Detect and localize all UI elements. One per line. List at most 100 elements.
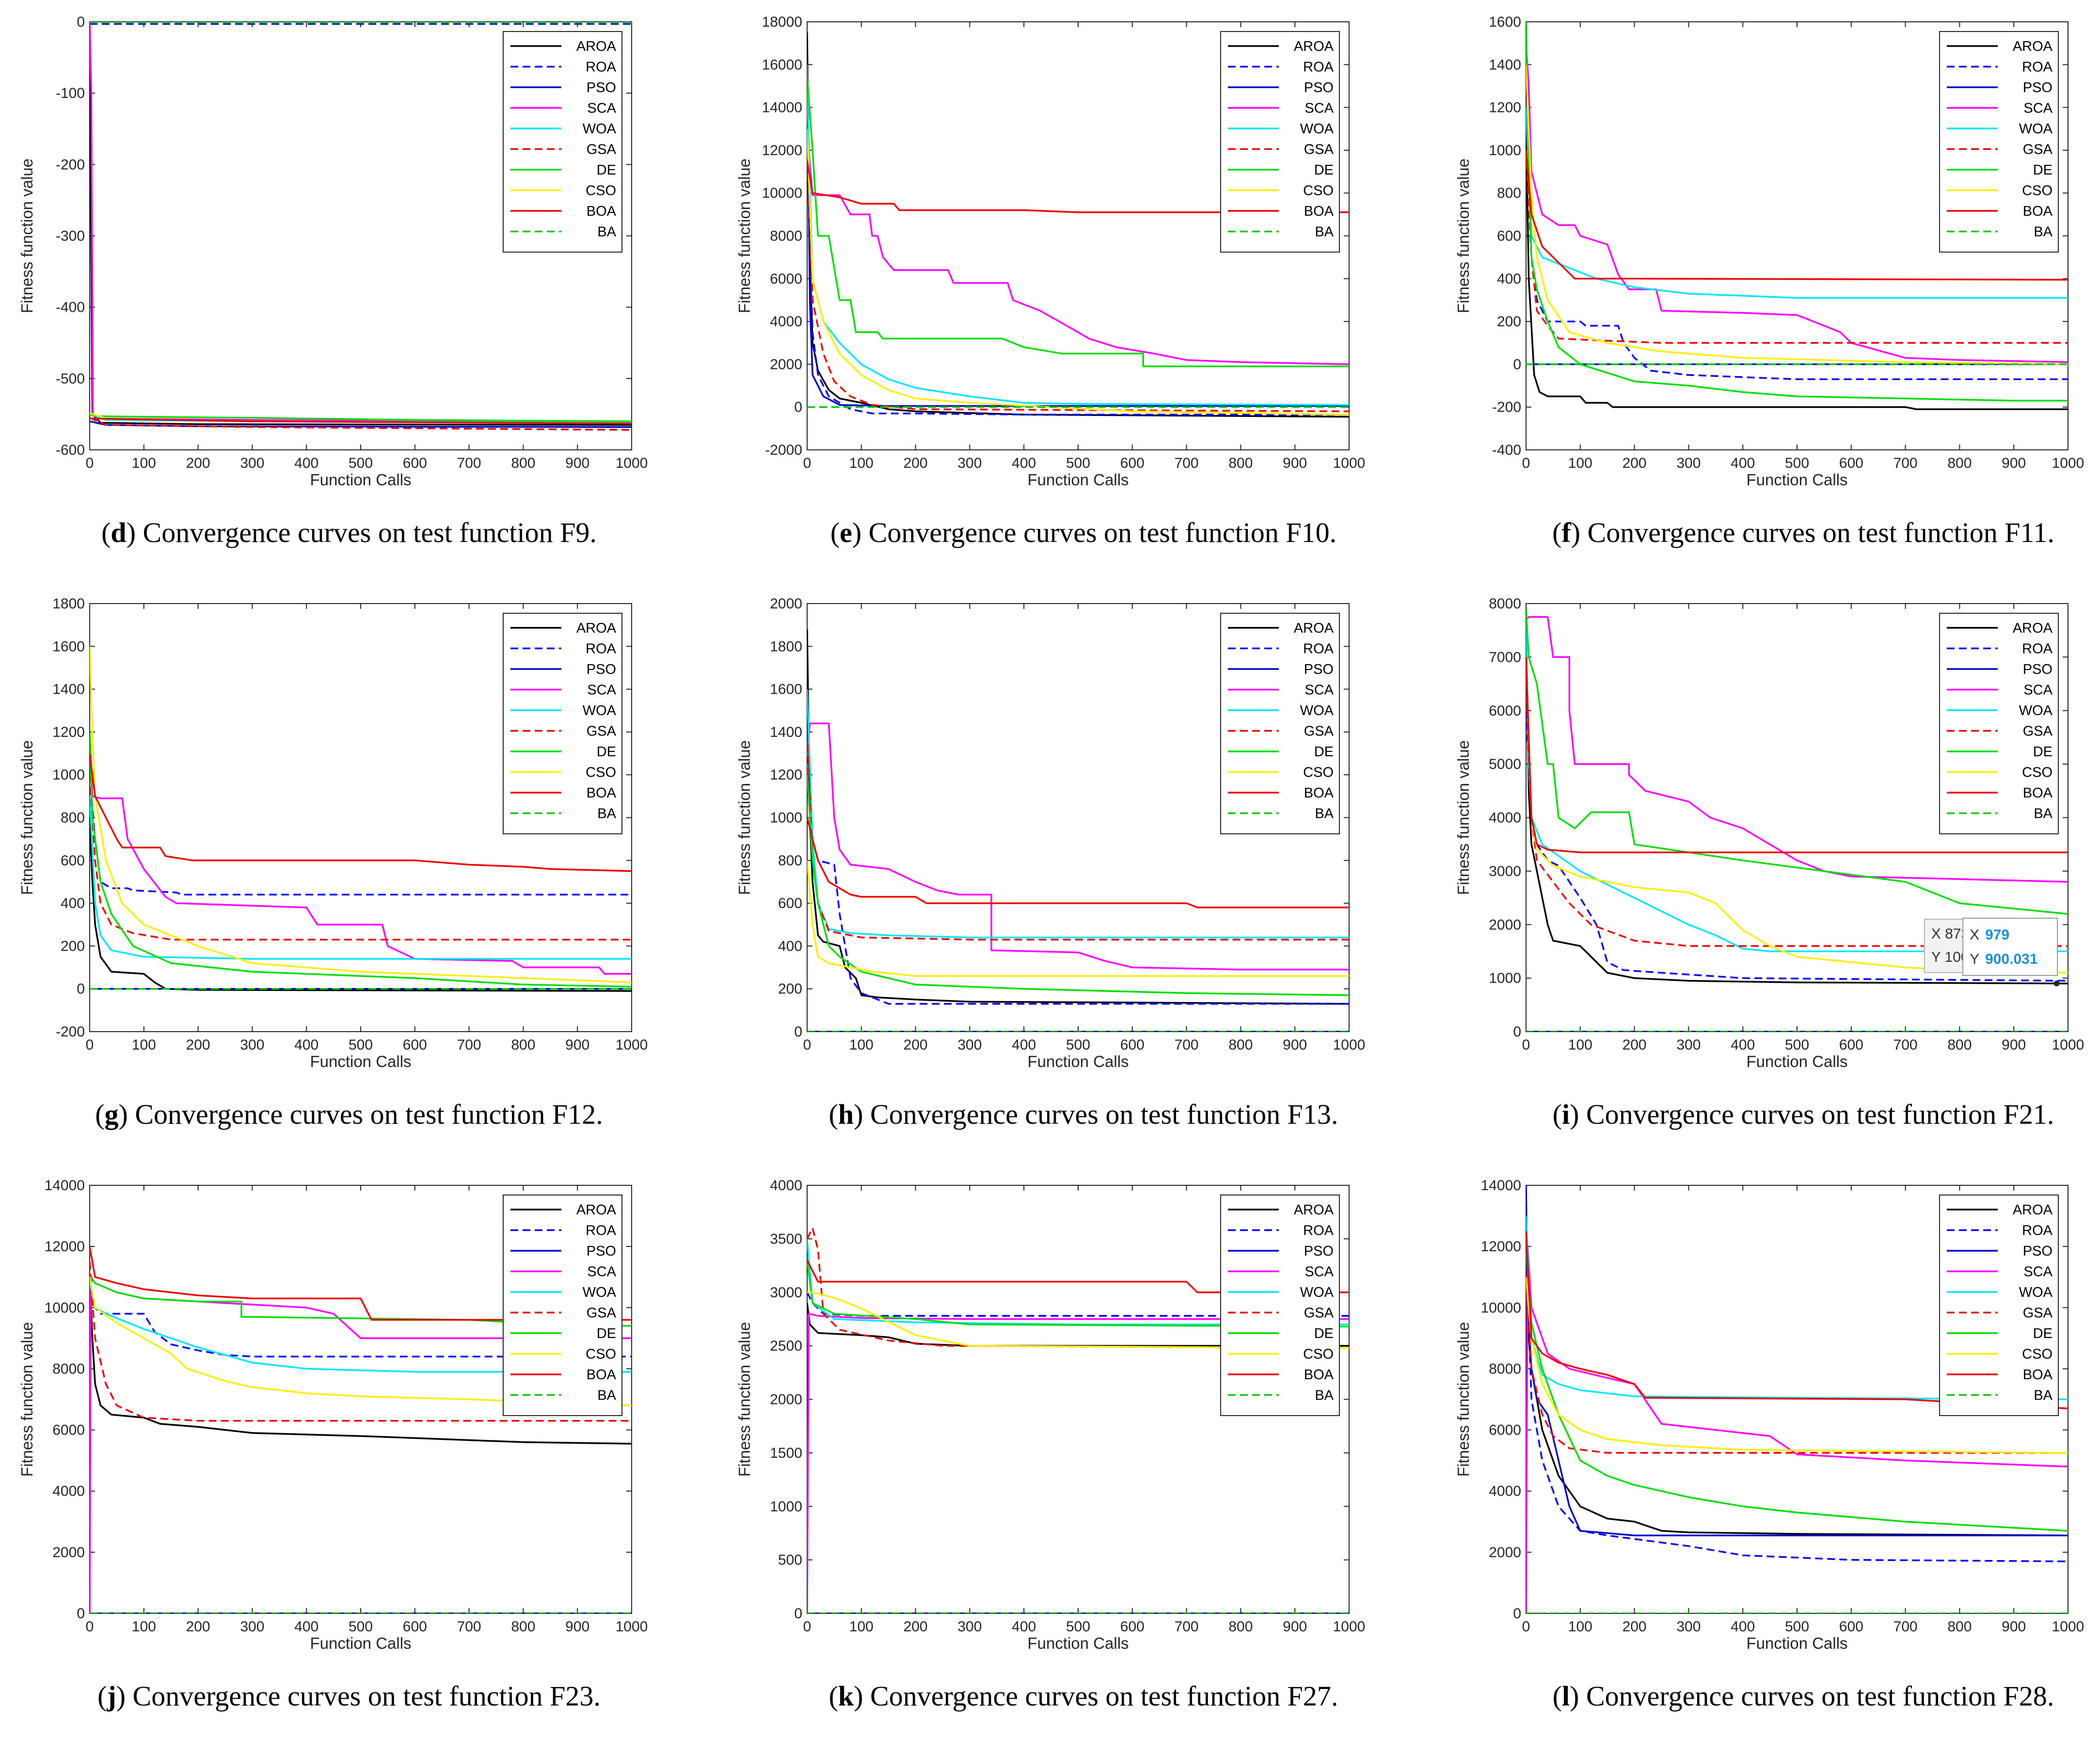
- series-line-sca: [1526, 43, 2068, 363]
- x-tick-label: 800: [511, 1037, 535, 1053]
- x-tick-label: 700: [1893, 455, 1918, 471]
- legend: AROA ROA PSO SCA WOA GSA DE CSO BOA BA: [503, 613, 622, 834]
- series-line-gsa: [90, 775, 632, 940]
- legend-label: BOA: [1304, 204, 1334, 219]
- series-line-roa: [1526, 710, 2068, 982]
- legend: AROA ROA PSO SCA WOA GSA DE CSO BOA BA: [1220, 1195, 1340, 1416]
- y-tick-label: 800: [778, 853, 802, 869]
- x-tick-label: 300: [957, 455, 982, 471]
- series-line-aroa: [1526, 128, 2068, 410]
- series-line-gsa: [807, 150, 1349, 413]
- x-tick-label: 900: [1283, 1619, 1307, 1635]
- legend-label: ROA: [2022, 60, 2053, 75]
- series-line-boa: [1526, 1231, 2068, 1410]
- y-tick-label: 10000: [1481, 1300, 1521, 1316]
- x-tick-label: 500: [1785, 1619, 1809, 1635]
- caption-k: (k) Convergence curves on test function …: [829, 1680, 1338, 1712]
- legend: AROA ROA PSO SCA WOA GSA DE CSO BOA BA: [1220, 31, 1340, 253]
- y-tick-label: 0: [77, 1606, 85, 1622]
- y-tick-label: 400: [778, 938, 802, 954]
- legend-box: [1220, 1195, 1340, 1416]
- legend-label: CSO: [1303, 765, 1334, 781]
- y-tick-label: 1600: [770, 682, 802, 698]
- x-tick-label: 500: [1785, 1037, 1809, 1053]
- legend-label: AROA: [1294, 39, 1334, 54]
- series-line-boa: [90, 1246, 632, 1321]
- series-line-de: [807, 75, 1349, 367]
- y-tick-label: 3500: [770, 1231, 802, 1247]
- legend-label: SCA: [1305, 101, 1334, 116]
- x-tick-label: 700: [1175, 455, 1199, 471]
- x-axis-label: Function Calls: [1746, 471, 1847, 489]
- y-tick-label: -500: [56, 371, 85, 387]
- y-tick-label: 2000: [770, 596, 802, 612]
- legend-label: WOA: [2019, 703, 2053, 718]
- legend-label: ROA: [1303, 60, 1334, 75]
- y-tick-label: 12000: [762, 143, 802, 159]
- x-axis-label: Function Calls: [310, 471, 411, 489]
- x-axis-label: Function Calls: [1027, 1052, 1129, 1070]
- x-tick-label: 1000: [616, 455, 648, 471]
- legend-label: SCA: [2023, 683, 2052, 698]
- x-tick-label: 0: [803, 1037, 811, 1053]
- x-tick-label: 900: [565, 1037, 589, 1053]
- legend-label: PSO: [2023, 1243, 2052, 1259]
- legend: AROA ROA PSO SCA WOA GSA DE CSO BOA BA: [1939, 1195, 2059, 1416]
- datatip-marker[interactable]: [2053, 980, 2060, 987]
- series-line-roa: [1526, 1246, 2068, 1562]
- caption-text: Convergence curves on test function F11.: [1580, 517, 2054, 548]
- x-tick-label: 1000: [2052, 1619, 2084, 1635]
- y-tick-label: 1200: [52, 724, 85, 740]
- legend-label: BOA: [587, 785, 617, 801]
- y-tick-label: -300: [56, 228, 85, 244]
- y-tick-label: 0: [1513, 1024, 1521, 1040]
- legend-label: ROA: [2022, 1223, 2053, 1239]
- series-line-aroa: [1526, 1307, 2068, 1536]
- legend-label: GSA: [587, 1306, 617, 1321]
- datatip-front[interactable]: [1962, 918, 2058, 976]
- x-tick-label: 100: [1568, 1619, 1592, 1635]
- y-tick-label: 4000: [770, 314, 802, 330]
- legend-label: GSA: [587, 724, 617, 739]
- legend-label: SCA: [587, 1264, 616, 1280]
- x-tick-label: 0: [86, 1037, 94, 1053]
- x-tick-label: 600: [1839, 1037, 1863, 1053]
- y-tick-label: 6000: [1489, 1422, 1521, 1438]
- x-tick-label: 400: [294, 455, 318, 471]
- x-tick-label: 200: [186, 1037, 210, 1053]
- caption-d: (d) Convergence curves on test function …: [101, 517, 597, 548]
- x-tick-label: 100: [849, 1619, 874, 1635]
- x-tick-label: 800: [1947, 455, 1972, 471]
- legend-label: CSO: [586, 183, 616, 199]
- y-tick-label: 4000: [52, 1483, 85, 1499]
- series-line-sca: [807, 1313, 1349, 1613]
- legend-box: [1220, 613, 1340, 834]
- y-tick-label: 8000: [1489, 1361, 1521, 1377]
- y-tick-label: 1000: [52, 767, 85, 783]
- caption-text: Convergence curves on test function F13.: [863, 1099, 1338, 1130]
- legend-label: BA: [2034, 224, 2052, 240]
- y-tick-label: -100: [56, 85, 85, 101]
- series-line-cso: [807, 1291, 1349, 1349]
- series-line-sca: [90, 732, 632, 975]
- y-tick-label: -200: [56, 1024, 85, 1040]
- legend-label: WOA: [583, 1285, 617, 1300]
- series-group: [1526, 608, 2068, 1032]
- legend-label: SCA: [1305, 683, 1334, 698]
- series-group: [807, 1227, 1349, 1613]
- y-tick-label: 6000: [1489, 703, 1521, 719]
- caption-letter: g: [105, 1099, 119, 1130]
- series-line-de: [1526, 22, 2068, 402]
- legend-box: [1939, 613, 2059, 834]
- legend-label: SCA: [1305, 1264, 1334, 1280]
- x-tick-label: 300: [1676, 455, 1701, 471]
- y-axis-label: Fitness function value: [18, 159, 36, 313]
- legend-label: ROA: [2022, 641, 2053, 657]
- x-tick-label: 400: [1012, 455, 1036, 471]
- series-line-roa: [90, 1292, 632, 1357]
- x-tick-label: 600: [1120, 1619, 1145, 1635]
- y-tick-label: 8000: [770, 228, 802, 244]
- legend-label: AROA: [1294, 621, 1334, 636]
